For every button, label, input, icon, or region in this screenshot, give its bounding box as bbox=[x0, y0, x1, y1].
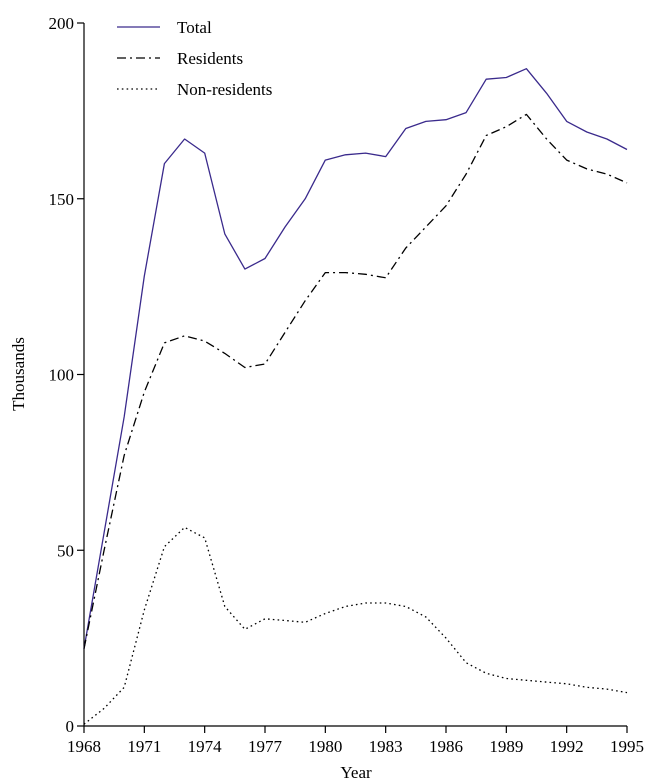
x-tick-label: 1983 bbox=[369, 737, 403, 756]
x-tick-label: 1986 bbox=[429, 737, 463, 756]
axes bbox=[83, 23, 627, 727]
x-tick-label: 1980 bbox=[308, 737, 342, 756]
series-line-residents bbox=[83, 113, 628, 649]
legend: Total Residents Non-residents bbox=[117, 18, 272, 99]
series-line-non-residents bbox=[83, 526, 628, 725]
x-tick-label: 1992 bbox=[550, 737, 584, 756]
y-tick-label: 150 bbox=[49, 190, 75, 209]
x-tick-label: 1974 bbox=[188, 737, 223, 756]
series-line-total bbox=[83, 68, 628, 649]
y-ticks: 0 50 100 150 200 bbox=[49, 14, 84, 736]
x-ticks: 1968 1971 1974 1977 1980 1983 1986 1989 1992 1995 bbox=[67, 726, 644, 756]
legend-label: Non-residents bbox=[177, 80, 272, 99]
y-tick-label: 0 bbox=[66, 717, 75, 736]
y-tick-label: 200 bbox=[49, 14, 75, 33]
x-tick-label: 1971 bbox=[127, 737, 161, 756]
legend-label: Total bbox=[177, 18, 212, 37]
legend-label: Residents bbox=[177, 49, 243, 68]
y-axis-title: Thousands bbox=[9, 337, 28, 411]
series-group bbox=[83, 68, 628, 725]
x-tick-label: 1989 bbox=[489, 737, 523, 756]
x-axis-title: Year bbox=[340, 763, 372, 782]
x-tick-label: 1995 bbox=[610, 737, 644, 756]
y-tick-label: 100 bbox=[49, 366, 75, 385]
x-tick-label: 1968 bbox=[67, 737, 101, 756]
y-tick-label: 50 bbox=[57, 541, 74, 560]
x-tick-label: 1977 bbox=[248, 737, 283, 756]
